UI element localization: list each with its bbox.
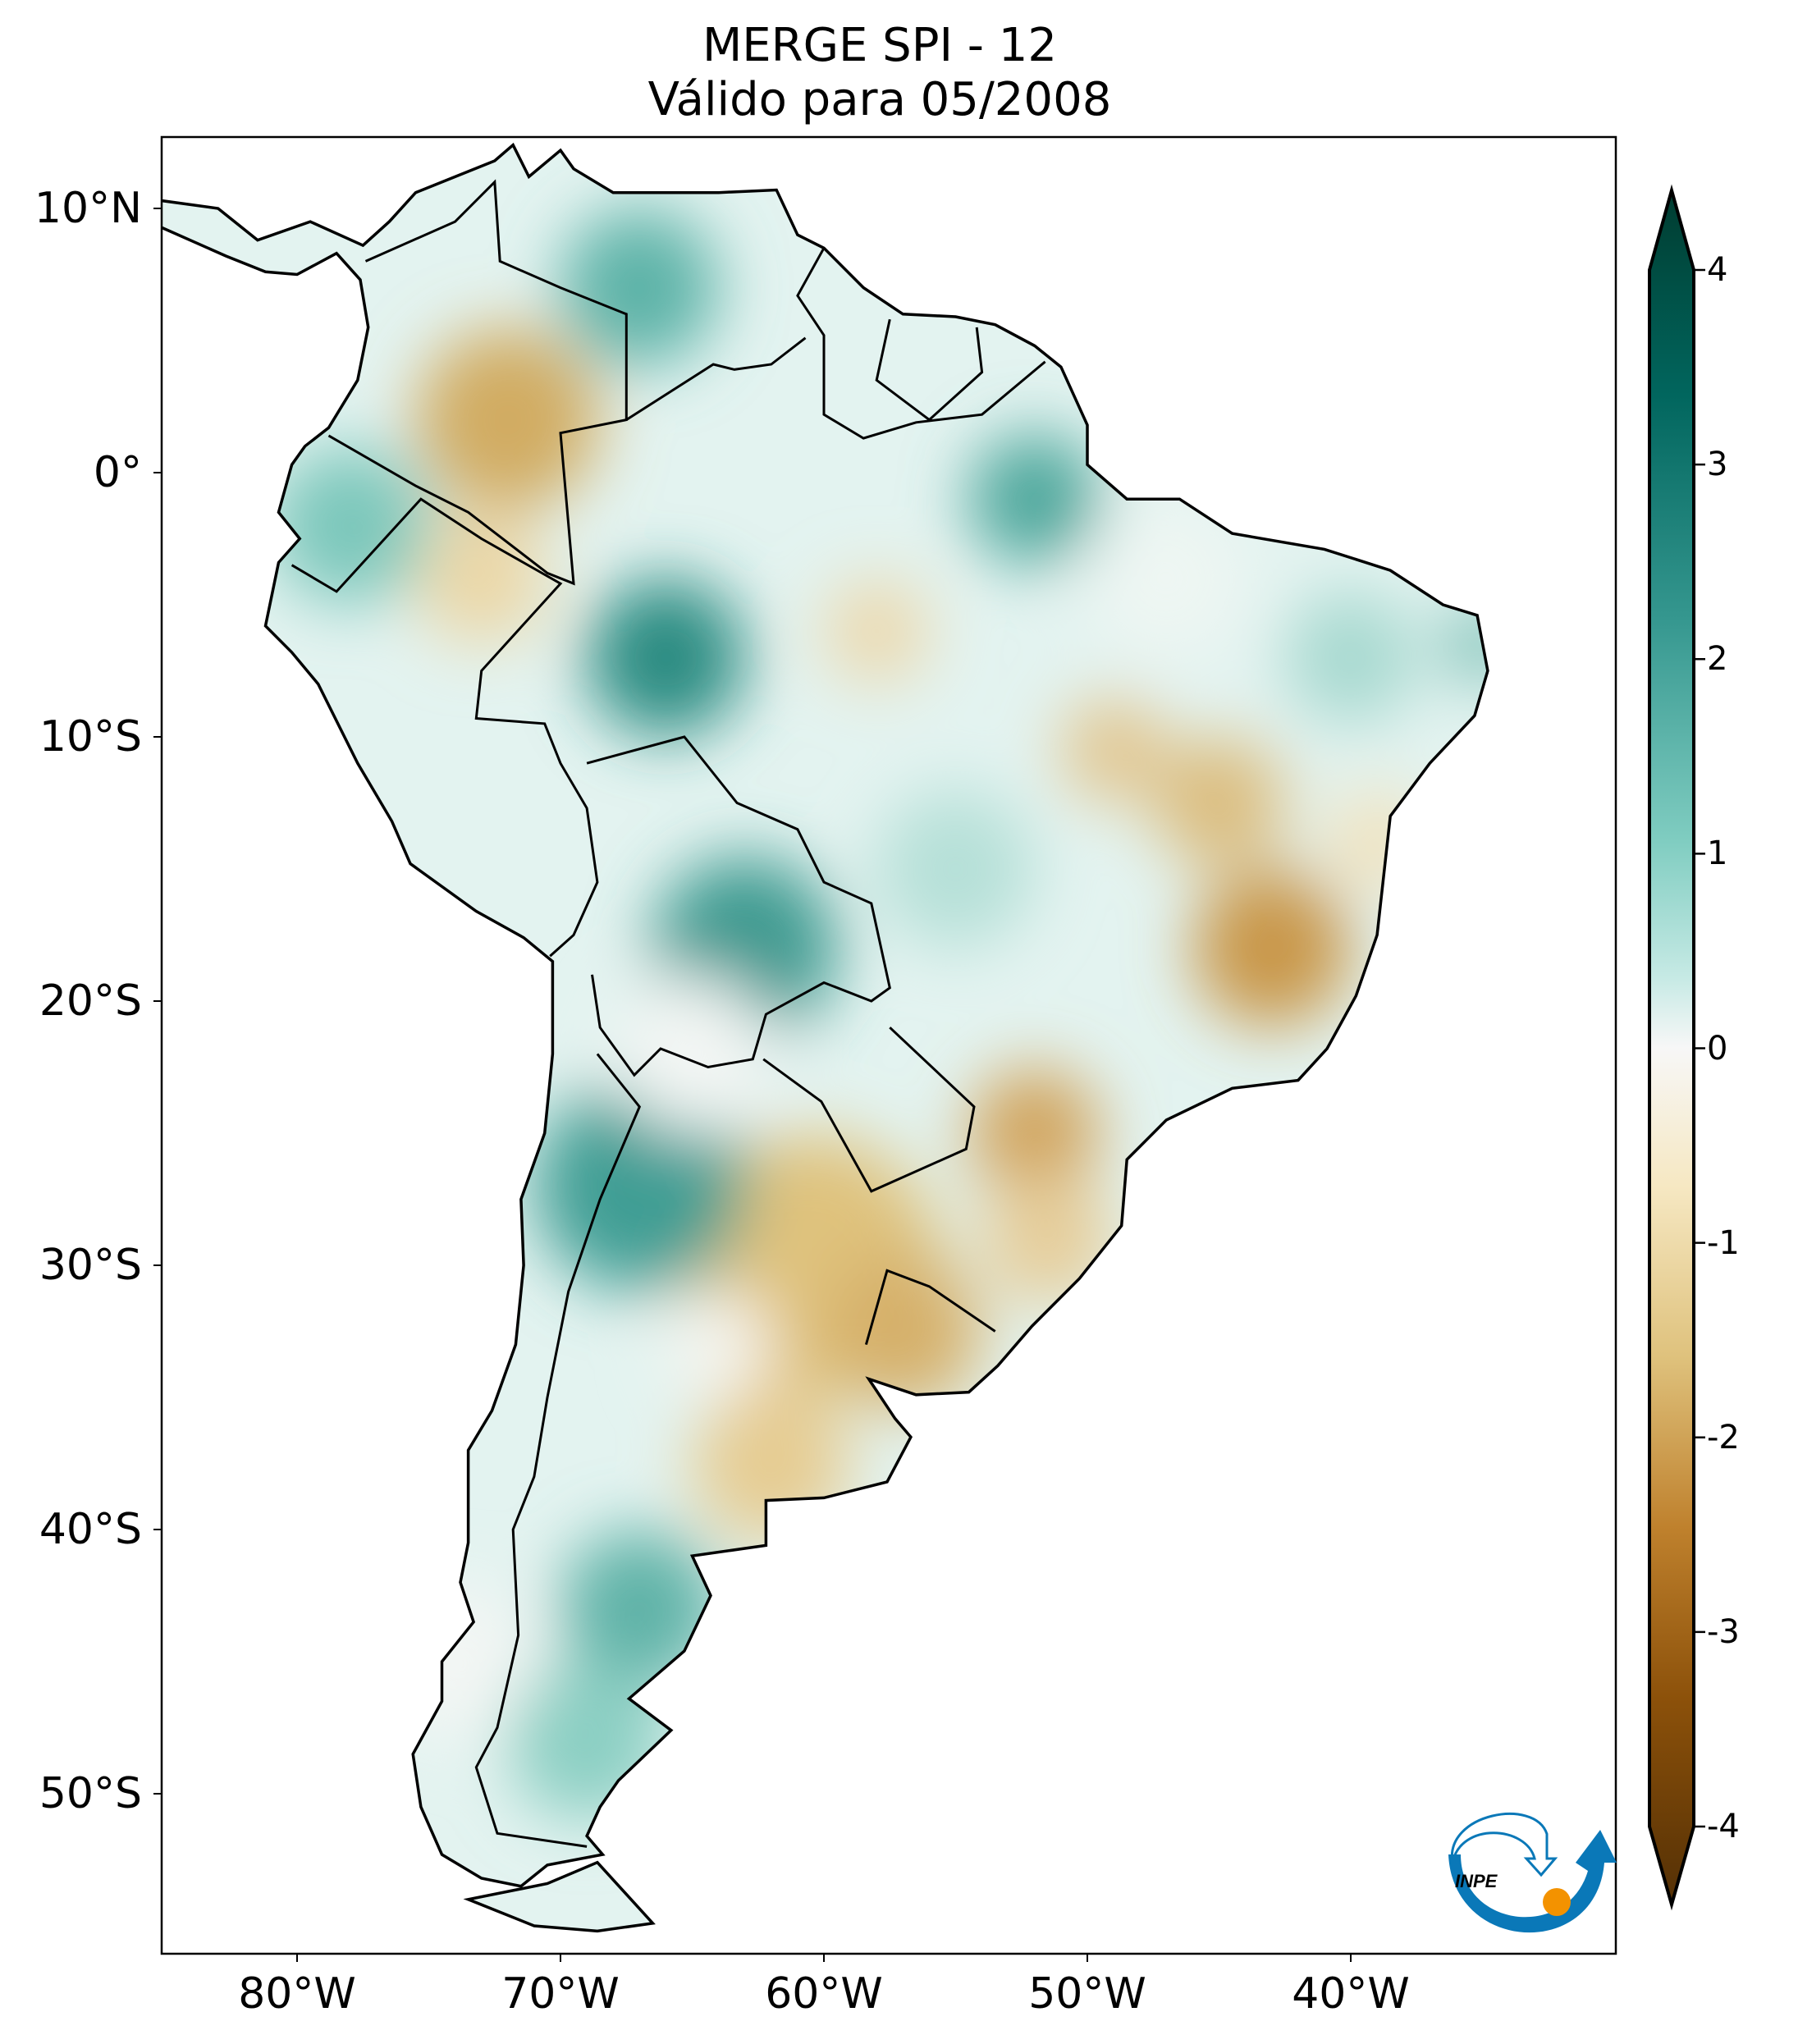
lon-tick-label: 40°W (1292, 1969, 1410, 2019)
logo-sun-icon (1543, 1888, 1571, 1916)
lat-tick-label: 40°S (39, 1505, 142, 1554)
colorbar-tick-label: 2 (1707, 640, 1728, 679)
anomaly-region (1061, 697, 1167, 803)
lat-tick-label: 50°S (39, 1769, 142, 1818)
logo-arrow-icon (1448, 1830, 1617, 1933)
anomaly-region (415, 512, 547, 644)
anomaly-region (968, 433, 1100, 565)
anomaly-region (560, 208, 719, 367)
lat-tick-label: 10°N (34, 184, 142, 233)
colorbar-tick-label: 3 (1707, 446, 1728, 484)
anomaly-region (1087, 499, 1246, 657)
anomaly-region (376, 1583, 534, 1740)
anomaly-region (876, 790, 1035, 948)
logo-text: INPE (1455, 1871, 1498, 1891)
anomaly-region (560, 1530, 719, 1688)
anomaly-region (666, 1292, 771, 1397)
chart-title: MERGE SPI - 12 (702, 19, 1058, 72)
anomaly-region (692, 1384, 850, 1543)
map-frame (160, 135, 1617, 1955)
colorbar (1648, 184, 1705, 1911)
anomaly-region (981, 1173, 1114, 1305)
colorbar-bar (1648, 184, 1695, 1911)
anomaly-region (271, 446, 429, 605)
inpe-logo: INPE (1448, 1813, 1617, 1933)
colorbar-tick-label: 0 (1707, 1029, 1728, 1068)
anomaly-region (613, 975, 771, 1133)
colorbar-tick-label: -2 (1707, 1418, 1740, 1456)
colorbar-tick-label: -4 (1707, 1808, 1740, 1845)
anomaly-region (968, 1068, 1100, 1199)
colorbar-tick-label: 1 (1707, 835, 1728, 873)
colorbar-tick-label: -3 (1707, 1612, 1740, 1651)
coastline-tierra-del-fuego (463, 1860, 656, 1933)
anomaly-region (1285, 592, 1416, 724)
lon-tick-label: 70°W (501, 1969, 620, 2019)
anomaly-region (1153, 737, 1285, 869)
colorbar-tick-label: -1 (1707, 1223, 1740, 1262)
lon-tick-label: 80°W (238, 1969, 356, 2019)
lon-tick-label: 50°W (1028, 1969, 1146, 2019)
lat-tick-label: 30°S (39, 1241, 142, 1290)
anomaly-region (587, 578, 745, 737)
lat-tick-label: 0° (93, 448, 142, 497)
lat-tick-label: 20°S (39, 976, 142, 1026)
anomaly-region (415, 327, 600, 512)
chart-subtitle: Válido para 05/2008 (647, 73, 1112, 126)
colorbar-tick-label: 4 (1707, 251, 1728, 289)
country-borders (291, 179, 1046, 1848)
lon-tick-label: 60°W (765, 1969, 883, 2019)
anomaly-region (1192, 869, 1351, 1027)
anomaly-region (824, 578, 930, 684)
anomaly-region (824, 1252, 982, 1411)
lat-tick-label: 10°S (39, 712, 142, 761)
anomaly-region (1324, 789, 1430, 895)
coastline (162, 142, 1489, 1888)
